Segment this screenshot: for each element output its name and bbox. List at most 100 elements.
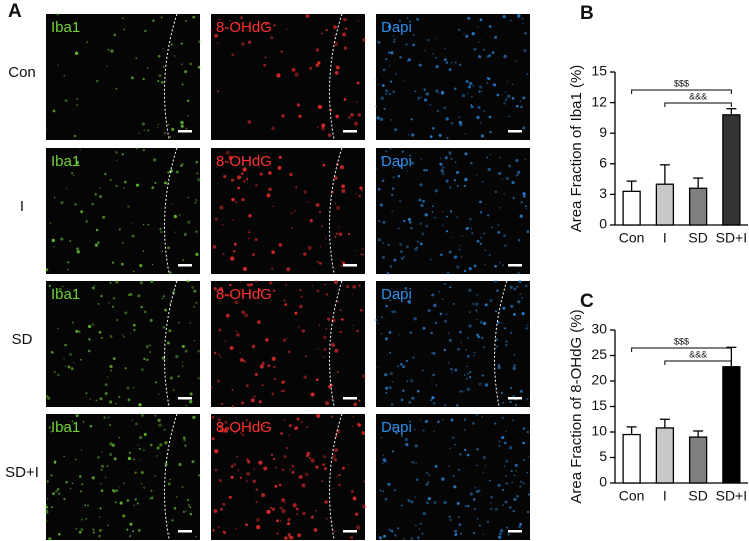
cell	[422, 326, 426, 330]
cell	[248, 40, 252, 44]
cell	[407, 217, 411, 222]
cell	[427, 481, 430, 484]
cell	[127, 205, 130, 208]
cell	[278, 243, 283, 247]
cell	[476, 333, 479, 336]
cell	[98, 534, 101, 538]
cell	[407, 58, 411, 62]
cell	[335, 65, 340, 70]
cell	[185, 405, 187, 407]
cell	[324, 400, 330, 406]
cell	[80, 449, 83, 451]
cell	[479, 38, 481, 40]
cell	[525, 327, 528, 330]
cell	[382, 458, 386, 462]
cell	[297, 533, 302, 538]
cell	[448, 515, 451, 518]
cell	[447, 361, 450, 364]
cell	[283, 418, 286, 421]
cell	[438, 290, 441, 293]
cell	[236, 455, 238, 458]
cell	[46, 509, 49, 511]
cell	[392, 295, 396, 298]
cell	[392, 90, 396, 94]
cell	[511, 83, 514, 86]
cell	[50, 350, 54, 354]
cell	[460, 341, 462, 344]
cell	[357, 113, 361, 117]
cell	[194, 201, 197, 204]
cell	[327, 385, 332, 389]
cell	[479, 210, 483, 214]
micrograph: Iba1	[45, 12, 201, 141]
cell	[48, 284, 51, 287]
cell	[284, 536, 288, 540]
significance-label: $$$	[674, 78, 689, 88]
cell	[143, 357, 146, 361]
cell	[421, 369, 424, 372]
cell	[415, 478, 419, 482]
cell	[272, 205, 275, 207]
cell	[398, 333, 401, 336]
cell	[490, 495, 493, 499]
cell	[354, 512, 359, 516]
cell	[356, 329, 359, 333]
cell	[352, 416, 355, 418]
cell	[45, 129, 47, 131]
cell	[508, 164, 511, 168]
cell	[384, 373, 388, 377]
cell	[526, 430, 530, 434]
cell	[500, 391, 503, 394]
cell	[115, 151, 118, 154]
cell	[241, 433, 245, 437]
cell	[413, 428, 416, 431]
cell	[259, 364, 264, 369]
cell	[233, 242, 237, 246]
cell	[334, 42, 339, 47]
cell	[76, 250, 80, 254]
cell	[286, 28, 288, 31]
cell	[295, 186, 298, 189]
cell	[304, 472, 309, 477]
cell	[352, 425, 354, 428]
cell	[521, 18, 524, 20]
cell	[281, 498, 286, 502]
cell	[356, 81, 360, 85]
cell	[287, 533, 291, 537]
cell	[281, 509, 286, 514]
cell	[246, 471, 251, 476]
cell	[161, 297, 164, 300]
cell	[172, 389, 175, 392]
cell	[56, 12, 59, 16]
cell	[387, 25, 391, 28]
cell	[458, 468, 461, 471]
cell	[442, 166, 445, 169]
cell	[164, 441, 168, 445]
cell	[355, 193, 357, 195]
cell	[157, 54, 161, 58]
cell	[48, 426, 51, 429]
cell	[183, 232, 187, 237]
micrograph: 8-OHdG	[210, 279, 366, 408]
cell	[363, 480, 366, 483]
cell	[420, 419, 422, 422]
micrograph: 8-OHdG	[209, 13, 366, 141]
cell	[270, 36, 274, 40]
cell	[467, 336, 470, 340]
tissue-border	[329, 147, 343, 275]
cell	[426, 501, 429, 505]
cell	[448, 68, 452, 72]
cell	[294, 72, 299, 77]
cell	[384, 337, 388, 341]
cell	[85, 518, 87, 520]
cell	[82, 421, 85, 423]
cell	[100, 483, 102, 485]
cell	[217, 353, 220, 356]
cell	[333, 457, 338, 462]
cell	[224, 340, 227, 343]
cell	[167, 171, 170, 174]
cell	[305, 14, 310, 18]
cell	[325, 237, 327, 240]
cell	[211, 437, 215, 441]
cell	[402, 389, 405, 392]
